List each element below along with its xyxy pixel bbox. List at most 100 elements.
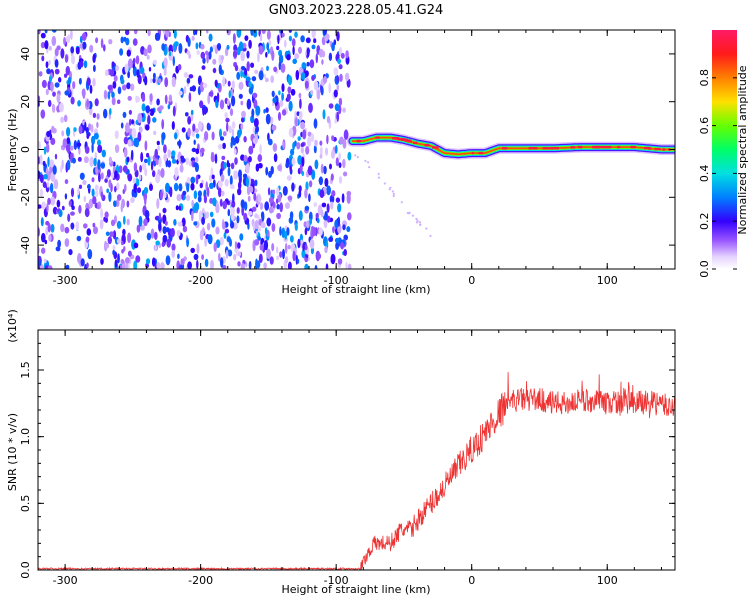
y-tick-label: 40 — [19, 47, 32, 61]
spectrogram-cell — [214, 153, 218, 164]
spectrogram-cell — [229, 108, 234, 116]
spectrogram-cell — [155, 173, 161, 184]
spectrogram-cell — [235, 135, 240, 144]
spectrogram-cell — [263, 262, 267, 269]
spectrogram-cell — [133, 30, 138, 35]
y-tick-label: 0.5 — [19, 495, 32, 513]
spectrogram-cell — [174, 132, 178, 140]
spectrogram-cell — [249, 186, 254, 193]
spectrogram-cell — [111, 61, 115, 68]
spectrogram-cell — [309, 239, 315, 249]
spectrogram-cell — [281, 92, 284, 101]
spectrogram-cell — [195, 174, 199, 185]
spectrogram-cell — [187, 127, 191, 138]
spectrogram-cell — [168, 94, 173, 103]
spectrogram-cell — [91, 135, 96, 145]
spectrogram-cell — [100, 162, 106, 169]
spectrogram-cell — [325, 263, 329, 269]
spectrogram-cell — [50, 223, 55, 233]
x-tick-label: 100 — [597, 574, 618, 587]
spectrogram-cell — [227, 166, 231, 177]
spectrogram-cell — [70, 222, 74, 230]
spectrogram-tail-point — [419, 223, 422, 226]
spectrogram-cell — [50, 81, 54, 92]
spectrogram-peak-cell — [407, 140, 413, 143]
spectrogram-cell — [92, 222, 96, 228]
spectrogram-cell — [46, 171, 51, 182]
spectrogram-cell — [122, 165, 128, 173]
spectrogram-cell — [44, 30, 48, 34]
spectrogram-cell — [66, 127, 71, 137]
spectrogram-cell — [284, 242, 288, 254]
spectrogram-cell — [167, 104, 171, 110]
colorbar-gradient — [712, 30, 737, 269]
spectrogram-cell — [117, 86, 122, 95]
spectrogram-cell — [63, 114, 68, 123]
spectrogram-cell — [335, 144, 338, 154]
spectrogram-tail-point — [425, 227, 428, 230]
spectrogram-cell — [158, 78, 162, 84]
spectrogram-cell — [147, 155, 151, 166]
spectrogram-cell — [263, 73, 267, 79]
spectrogram-cell — [328, 52, 333, 61]
spectrogram-cell — [176, 194, 182, 202]
spectrogram-cell — [343, 248, 348, 257]
spectrogram-cell — [120, 78, 125, 85]
x-tick-label: 100 — [597, 274, 618, 287]
spectrogram-cell — [79, 43, 83, 49]
spectrogram-cell — [298, 190, 302, 198]
spectrogram-cell — [272, 97, 277, 104]
spectrogram-cell — [86, 262, 89, 269]
spectrogram-cell — [182, 190, 187, 196]
spectrogram-cell — [277, 164, 282, 171]
spectrogram-cell — [130, 83, 135, 91]
spectrogram-cell — [67, 76, 72, 85]
spectrogram-cell — [120, 202, 124, 213]
spectrogram-cell — [38, 141, 41, 150]
spectrogram-cell — [77, 100, 81, 107]
spectrogram-cell — [276, 45, 280, 51]
spectrogram-tail-point — [391, 190, 394, 193]
spectrogram-cell — [230, 221, 235, 229]
spectrogram-cell — [180, 157, 186, 163]
spectrogram-cell — [248, 261, 252, 269]
spectrogram-cell — [126, 82, 131, 90]
spectrogram-cell — [232, 33, 236, 44]
spectrogram-cell — [240, 199, 245, 209]
spectrogram-peak-cell — [554, 147, 559, 150]
spectrogram-cell — [93, 226, 98, 235]
spectrogram-cell — [241, 110, 246, 118]
spectrogram-cell — [255, 163, 260, 172]
spectrogram-cell — [326, 203, 330, 213]
spectrogram-cell — [224, 112, 228, 119]
spectrogram-cell — [178, 43, 183, 54]
spectrogram-cell — [181, 217, 186, 227]
spectrogram-peak-cell — [594, 145, 600, 149]
spectrogram-cell — [178, 139, 181, 149]
spectrogram-cell — [196, 243, 200, 254]
spectrogram-cell — [281, 83, 285, 93]
spectrogram-cell — [292, 250, 296, 262]
spectrogram-cell — [299, 98, 302, 109]
spectrogram-cell — [183, 86, 187, 94]
spectrogram-cell — [160, 262, 165, 269]
spectrogram-cell — [248, 39, 252, 49]
spectrogram-cell — [149, 93, 153, 103]
spectrogram-cell — [52, 91, 56, 97]
spectrogram-cell — [268, 206, 274, 214]
spectrogram-peak-cell — [604, 145, 612, 149]
spectrogram-cell — [230, 162, 235, 170]
spectrogram-cell — [114, 259, 118, 268]
spectrogram-cell — [172, 56, 175, 67]
spectrogram-cell — [264, 227, 268, 235]
spectrogram-cell — [66, 137, 71, 145]
spectrogram-cell — [280, 63, 286, 73]
spectrogram-cell — [218, 252, 221, 262]
spectrogram-cell — [94, 98, 99, 107]
spectrogram-cell — [144, 158, 148, 164]
spectrogram-cell — [326, 115, 331, 124]
spectrogram-cell — [294, 53, 300, 60]
spectrogram-cell — [92, 77, 96, 87]
spectrogram-cell — [76, 235, 82, 242]
colorbar-tick-label: 0.4 — [698, 165, 711, 183]
